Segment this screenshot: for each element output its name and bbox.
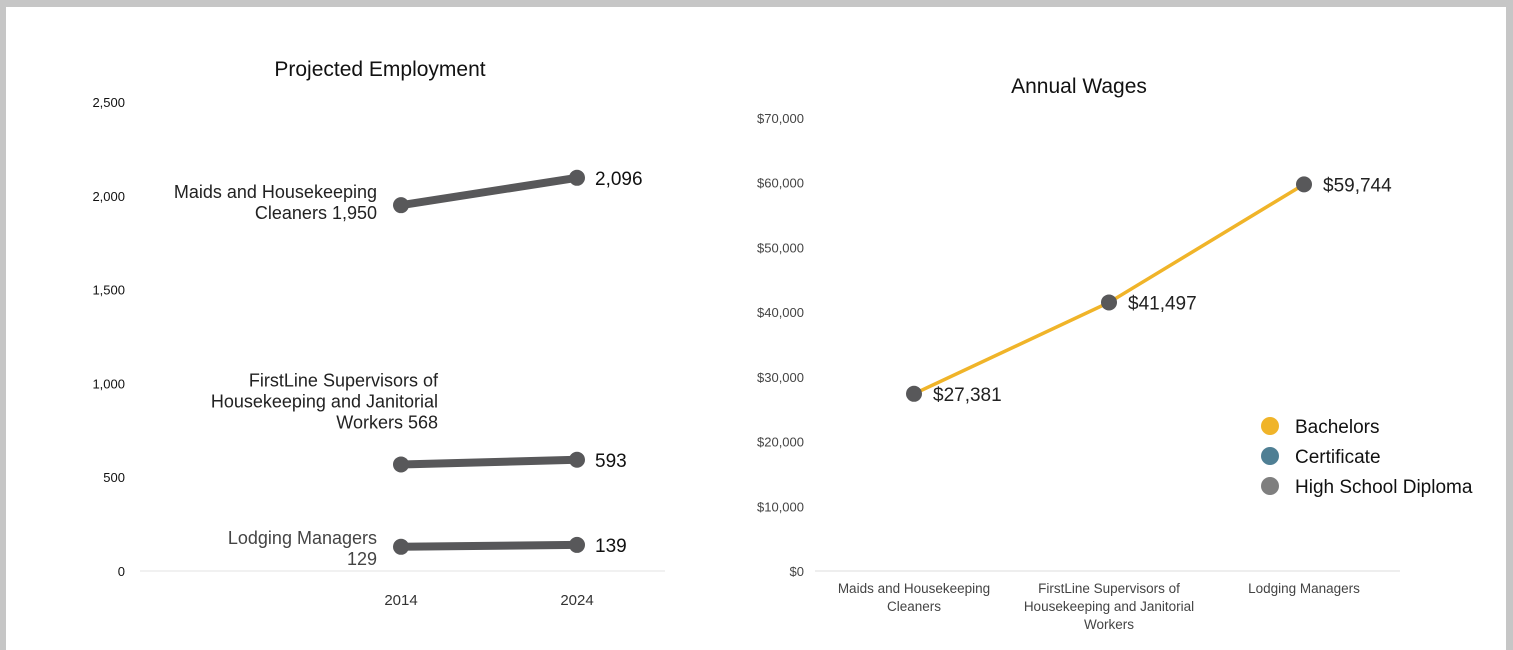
data-point — [569, 169, 585, 186]
wages-chart: $70,000 $60,000 $50,000 $40,000 $30,000 $20,0… — [757, 111, 1473, 632]
end-value-label: 139 — [595, 536, 627, 557]
series-label: Maids and Housekeeping — [174, 182, 377, 202]
employment-chart: 2,500 2,000 1,500 1,000 500 0 2014 2024 2,096 Mai… — [92, 95, 665, 609]
legend-label: High School Diploma — [1295, 477, 1473, 498]
series-label: Workers 568 — [336, 412, 438, 432]
x-tick-label: 2024 — [560, 592, 593, 609]
x-tick-label: Lodging Managers — [1248, 581, 1360, 596]
data-label: $59,744 — [1323, 175, 1392, 196]
legend-marker — [1261, 417, 1279, 435]
y-tick-label: $50,000 — [757, 240, 804, 255]
wages-title: Annual Wages — [1011, 75, 1147, 98]
x-tick-label: Maids and Housekeeping — [838, 581, 990, 596]
data-point — [1296, 176, 1312, 193]
legend-marker — [1261, 477, 1279, 495]
y-tick-label: 1,000 — [92, 376, 125, 391]
x-tick-label: FirstLine Supervisors of — [1038, 581, 1180, 596]
legend-label: Certificate — [1295, 447, 1381, 468]
data-point — [569, 451, 585, 468]
y-tick-label: $60,000 — [757, 176, 804, 191]
data-label: $27,381 — [933, 385, 1002, 406]
legend-marker — [1261, 447, 1279, 465]
y-tick-label: 500 — [103, 470, 125, 485]
data-point — [569, 536, 585, 553]
y-tick-label: $10,000 — [757, 499, 804, 514]
series-line — [397, 540, 581, 551]
y-tick-label: 2,500 — [92, 95, 125, 110]
x-tick-label: Cleaners — [887, 599, 941, 614]
series-line — [397, 173, 581, 210]
y-tick-label: 2,000 — [92, 189, 125, 204]
data-label: $41,497 — [1128, 293, 1197, 314]
x-tick-label: Housekeeping and Janitorial — [1024, 599, 1194, 614]
x-tick-label: Workers — [1084, 617, 1134, 632]
series-line — [397, 455, 581, 469]
employment-title: Projected Employment — [274, 58, 485, 81]
series-label: FirstLine Supervisors of — [249, 370, 439, 390]
y-tick-label: 1,500 — [92, 283, 125, 298]
legend-label: Bachelors — [1295, 417, 1380, 438]
y-tick-label: $70,000 — [757, 111, 804, 126]
series-label: Lodging Managers — [228, 528, 377, 548]
data-point — [1101, 294, 1117, 311]
y-tick-label: $0 — [790, 564, 804, 579]
series-line — [913, 182, 1305, 396]
x-tick-label: 2014 — [384, 592, 417, 609]
data-point — [393, 197, 409, 214]
end-value-label: 593 — [595, 451, 627, 472]
y-tick-label: $20,000 — [757, 435, 804, 450]
y-tick-label: $30,000 — [757, 370, 804, 385]
data-point — [393, 538, 409, 555]
series-label: Housekeeping and Janitorial — [211, 391, 438, 411]
y-tick-label: 0 — [118, 564, 125, 579]
data-point — [393, 456, 409, 473]
series-label: 129 — [347, 549, 377, 569]
y-tick-label: $40,000 — [757, 305, 804, 320]
series-label: Cleaners 1,950 — [255, 203, 377, 223]
end-value-label: 2,096 — [595, 169, 643, 190]
data-point — [906, 385, 922, 402]
